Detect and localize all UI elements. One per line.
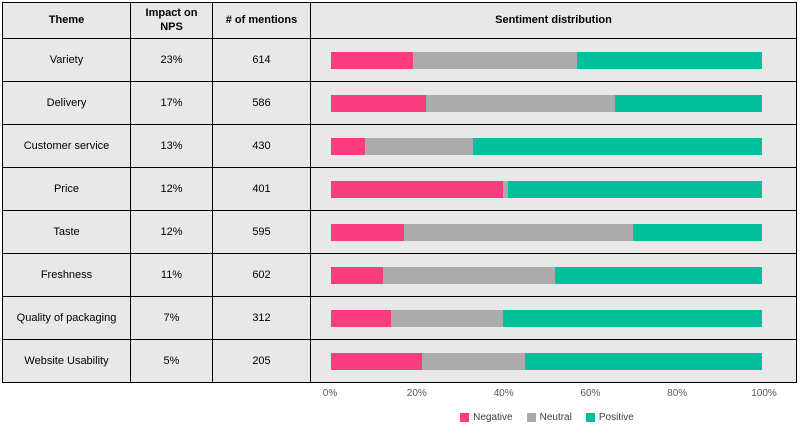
theme-cell: Variety: [3, 39, 131, 82]
bar-segment-positive: [503, 309, 762, 327]
table-row: Price 12% 401: [3, 168, 797, 211]
table-row: Freshness 11% 602: [3, 254, 797, 297]
sentiment-cell: [311, 168, 797, 211]
stacked-bar: [331, 266, 762, 284]
x-axis-tick: 80%: [667, 388, 688, 399]
nps-cell: 23%: [131, 39, 213, 82]
col-header-sentiment: Sentiment distribution: [311, 3, 797, 39]
x-axis: 0% 20% 40% 60% 80% 100%: [323, 388, 777, 402]
table-row: Delivery 17% 586: [3, 82, 797, 125]
bar-segment-positive: [576, 51, 762, 69]
mentions-cell: 586: [213, 82, 311, 125]
bar-segment-neutral: [412, 51, 577, 69]
x-axis-tick: 40%: [493, 388, 514, 399]
bar-segment-negative: [331, 51, 413, 69]
table-row: Customer service 13% 430: [3, 125, 797, 168]
sentiment-cell: [311, 82, 797, 125]
x-axis-tick: 20%: [406, 388, 427, 399]
legend-swatch: [526, 413, 536, 422]
nps-cell: 12%: [131, 211, 213, 254]
table-row: Website Usability 5% 205: [3, 340, 797, 383]
bar-segment-neutral: [391, 309, 504, 327]
stacked-bar: [331, 51, 762, 69]
sentiment-cell: [311, 297, 797, 340]
nps-cell: 13%: [131, 125, 213, 168]
nps-cell: 17%: [131, 82, 213, 125]
bar-segment-neutral: [421, 352, 525, 370]
stacked-bar: [331, 137, 762, 155]
mentions-cell: 595: [213, 211, 311, 254]
legend-label: Neutral: [539, 412, 572, 423]
legend-item: Negative: [460, 412, 513, 423]
stacked-bar: [331, 223, 762, 241]
bar-segment-negative: [331, 352, 422, 370]
sentiment-cell: [311, 211, 797, 254]
bar-segment-positive: [473, 137, 762, 155]
nps-cell: 5%: [131, 340, 213, 383]
legend-label: Positive: [598, 412, 634, 423]
bar-segment-neutral: [365, 137, 474, 155]
x-axis-tick: 60%: [580, 388, 601, 399]
stacked-bar: [331, 180, 762, 198]
theme-cell: Quality of packaging: [3, 297, 131, 340]
legend-swatch: [460, 413, 470, 422]
theme-cell: Freshness: [3, 254, 131, 297]
sentiment-cell: [311, 254, 797, 297]
stacked-bar: [331, 352, 762, 370]
table-row: Taste 12% 595: [3, 211, 797, 254]
bar-segment-negative: [331, 94, 426, 112]
theme-cell: Taste: [3, 211, 131, 254]
stacked-bar: [331, 94, 762, 112]
legend: Negative Neutral Positive: [330, 412, 764, 423]
bar-segment-positive: [507, 180, 762, 198]
sentiment-cell: [311, 340, 797, 383]
sentiment-cell: [311, 39, 797, 82]
bar-segment-positive: [615, 94, 762, 112]
bar-segment-neutral: [382, 266, 556, 284]
theme-cell: Website Usability: [3, 340, 131, 383]
bar-segment-positive: [632, 223, 762, 241]
legend-swatch: [585, 413, 595, 422]
mentions-cell: 430: [213, 125, 311, 168]
bar-segment-positive: [524, 352, 762, 370]
col-header-theme: Theme: [3, 3, 131, 39]
mentions-cell: 614: [213, 39, 311, 82]
bar-segment-negative: [331, 180, 504, 198]
bar-segment-neutral: [404, 223, 633, 241]
bar-segment-neutral: [425, 94, 616, 112]
theme-cell: Customer service: [3, 125, 131, 168]
sentiment-cell: [311, 125, 797, 168]
nps-cell: 11%: [131, 254, 213, 297]
x-axis-tick: 100%: [751, 388, 777, 399]
col-header-impact-nps: Impact on NPS: [131, 3, 213, 39]
legend-item: Neutral: [526, 412, 572, 423]
bar-segment-negative: [331, 309, 392, 327]
mentions-cell: 312: [213, 297, 311, 340]
nps-cell: 12%: [131, 168, 213, 211]
bar-segment-neutral: [503, 180, 508, 198]
theme-cell: Price: [3, 168, 131, 211]
legend-item: Positive: [585, 412, 634, 423]
col-header-mentions: # of mentions: [213, 3, 311, 39]
table-row: Variety 23% 614: [3, 39, 797, 82]
table-header: Theme Impact on NPS # of mentions Sentim…: [3, 3, 797, 39]
mentions-cell: 205: [213, 340, 311, 383]
table-body: Variety 23% 614 Delivery 17% 586 Custome…: [3, 39, 797, 383]
stacked-bar: [331, 309, 762, 327]
bar-segment-negative: [331, 266, 383, 284]
mentions-cell: 401: [213, 168, 311, 211]
bar-segment-positive: [555, 266, 762, 284]
table-row: Quality of packaging 7% 312: [3, 297, 797, 340]
legend-label: Negative: [473, 412, 513, 423]
bar-segment-negative: [331, 223, 405, 241]
nps-cell: 7%: [131, 297, 213, 340]
x-axis-tick: 0%: [322, 388, 338, 399]
bar-segment-negative: [331, 137, 366, 155]
mentions-cell: 602: [213, 254, 311, 297]
sentiment-table: Theme Impact on NPS # of mentions Sentim…: [2, 2, 797, 383]
theme-cell: Delivery: [3, 82, 131, 125]
